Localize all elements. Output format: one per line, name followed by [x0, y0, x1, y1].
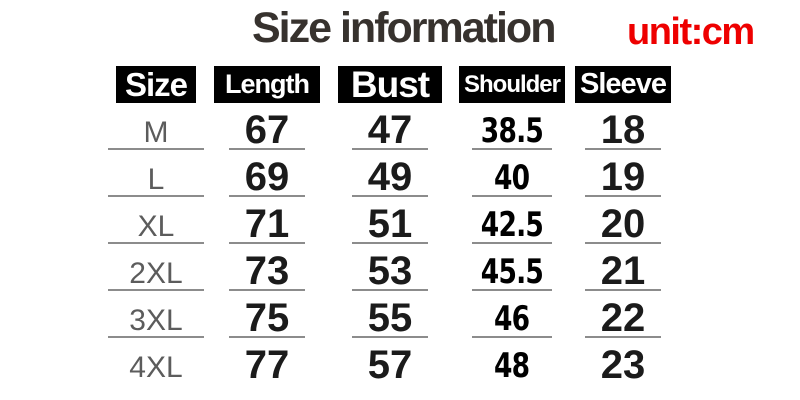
shoulder-value: 48: [494, 346, 530, 386]
length-value: 77: [244, 343, 290, 387]
sleeve-value: 23: [600, 343, 646, 387]
header-cell-shoulder: Shoulder: [458, 66, 566, 103]
column-header-length: Length: [214, 66, 320, 103]
bust-value: 55: [322, 291, 458, 338]
length-value: 73: [212, 244, 322, 291]
shoulder-cell: 38.5: [458, 103, 566, 150]
shoulder-value: 46: [494, 299, 530, 339]
column-header-bust: Bust: [338, 66, 442, 103]
size-table: Size Length Bust Shoulder Sleeve M 67 47…: [100, 66, 680, 385]
shoulder-cell: 46: [458, 291, 566, 338]
sleeve-value: 19: [566, 150, 680, 197]
shoulder-value: 42.5: [480, 205, 544, 245]
header-cell-size: Size: [100, 66, 212, 103]
length-value: 67: [212, 103, 322, 150]
shoulder-cell: 40: [458, 150, 566, 197]
length-value: 75: [212, 291, 322, 338]
size-label: 3XL: [100, 291, 212, 338]
bust-value: 53: [322, 244, 458, 291]
page-title: Size information: [252, 4, 556, 52]
header-cell-sleeve: Sleeve: [566, 66, 680, 103]
size-label: L: [100, 150, 212, 197]
length-value: 71: [212, 197, 322, 244]
size-label: M: [100, 103, 212, 150]
bust-value: 51: [322, 197, 458, 244]
shoulder-cell: 42.5: [458, 197, 566, 244]
header-cell-bust: Bust: [322, 66, 458, 103]
shoulder-cell: 45.5: [458, 244, 566, 291]
header-cell-length: Length: [212, 66, 322, 103]
shoulder-value: 40: [494, 158, 530, 198]
bust-value: 49: [322, 150, 458, 197]
sleeve-value: 22: [566, 291, 680, 338]
column-header-sleeve: Sleeve: [575, 66, 671, 103]
size-label: 4XL: [129, 351, 183, 384]
size-label: XL: [100, 197, 212, 244]
sleeve-value: 18: [566, 103, 680, 150]
bust-value: 57: [367, 343, 413, 387]
unit-label: unit:cm: [627, 11, 755, 53]
shoulder-cell: 48: [458, 338, 566, 385]
shoulder-value: 45.5: [480, 252, 544, 292]
column-header-size: Size: [116, 66, 196, 103]
sleeve-value: 21: [566, 244, 680, 291]
sleeve-value: 20: [566, 197, 680, 244]
bust-value: 47: [322, 103, 458, 150]
shoulder-value: 38.5: [480, 111, 544, 151]
size-label: 2XL: [100, 244, 212, 291]
column-header-shoulder: Shoulder: [459, 66, 565, 103]
length-value: 69: [212, 150, 322, 197]
